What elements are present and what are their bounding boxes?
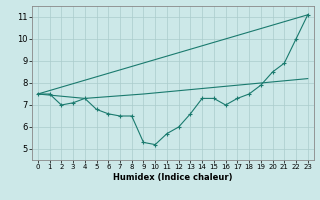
X-axis label: Humidex (Indice chaleur): Humidex (Indice chaleur) (113, 173, 233, 182)
